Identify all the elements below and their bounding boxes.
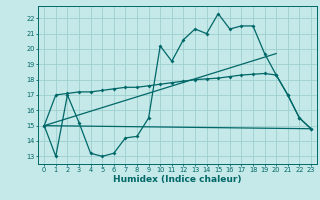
X-axis label: Humidex (Indice chaleur): Humidex (Indice chaleur) bbox=[113, 175, 242, 184]
